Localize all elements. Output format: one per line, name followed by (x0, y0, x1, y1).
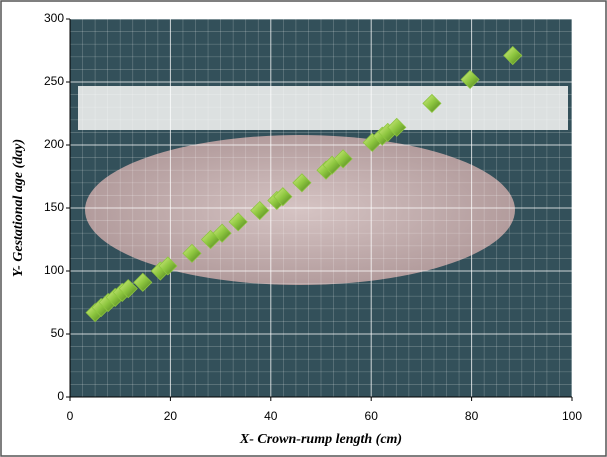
point (228, 212, 248, 232)
y-tick-label: 150 (44, 200, 64, 214)
point (118, 279, 138, 299)
point (133, 272, 153, 292)
y-tick-label: 50 (51, 326, 65, 340)
x-tick-label: 100 (562, 409, 582, 423)
grid (69, 18, 573, 398)
y-tick-label: 200 (44, 137, 64, 151)
point (182, 243, 202, 263)
x-tick-label: 60 (365, 409, 379, 423)
point (250, 200, 270, 221)
point (460, 69, 480, 90)
x-tick-label: 40 (264, 409, 278, 423)
point (212, 223, 232, 243)
point (422, 93, 442, 113)
y-tick-label: 300 (44, 11, 64, 25)
y-tick-label: 250 (44, 74, 64, 88)
point (292, 173, 312, 193)
point (503, 45, 523, 66)
y-tick-label: 100 (44, 263, 64, 277)
ruler (78, 86, 568, 130)
points (85, 45, 523, 323)
y-axis-title: Y- Gestational age (day) (11, 139, 26, 277)
point (273, 187, 293, 207)
x-tick-label: 0 (67, 409, 74, 423)
x-tick-label: 80 (465, 409, 479, 423)
point (333, 149, 353, 169)
x-tick-label: 20 (164, 409, 178, 423)
y-tick-label: 0 (57, 389, 64, 403)
point (387, 117, 407, 137)
point (158, 256, 178, 276)
x-axis-title: X- Crown-rump length (cm) (239, 432, 402, 447)
